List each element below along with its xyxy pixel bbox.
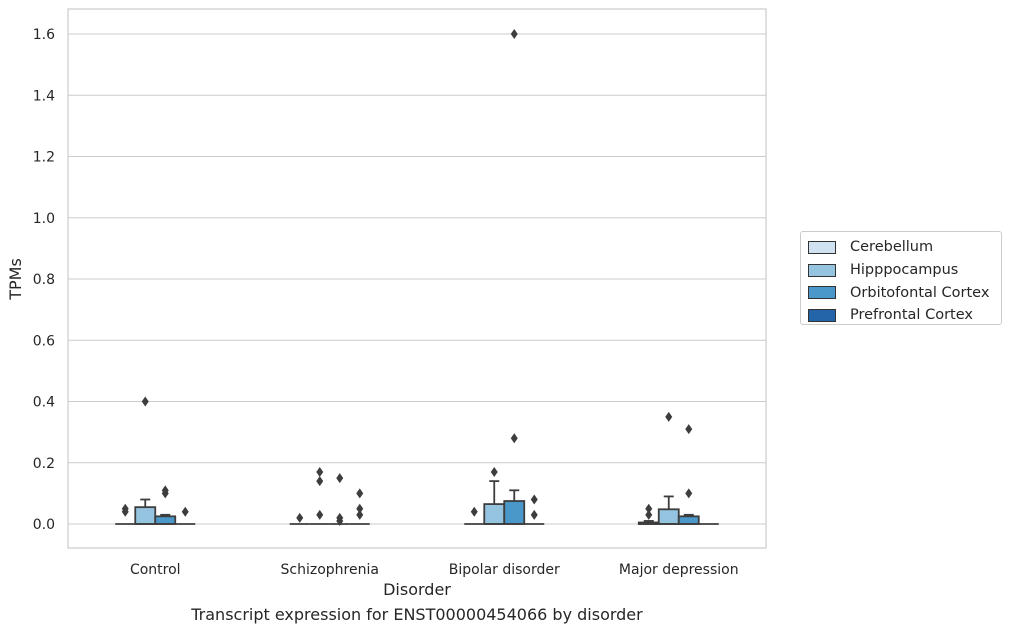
plot-area-frame (67, 8, 767, 549)
box (503, 500, 526, 525)
outlier-point (510, 29, 518, 39)
y-tick-label: 1.4 (33, 88, 55, 104)
box-group (677, 424, 700, 525)
box-group (175, 506, 196, 525)
legend-swatch-orbitofrontal-cortex (808, 286, 836, 300)
y-tick-label: 0.2 (33, 456, 55, 472)
legend-swatch-prefrontal-cortex (808, 308, 836, 322)
outlier-point (121, 503, 129, 514)
box-group (483, 466, 506, 525)
chart-legend: Cerebellum Hipppocampus Orbitofontal Cor… (800, 231, 1002, 325)
box (677, 515, 700, 525)
legend-label-prefrontal-cortex: Prefrontal Cortex (850, 307, 973, 324)
legend-swatch-hippocampus (808, 263, 836, 277)
legend-label-orbitofrontal-cortex: Orbitofontal Cortex (850, 284, 990, 301)
x-tick-label: Control (130, 562, 181, 578)
box-group (115, 503, 136, 525)
y-tick-label: 1.2 (33, 150, 55, 166)
y-tick-label: 0.6 (33, 333, 55, 349)
outlier-point (510, 433, 518, 444)
box-group (349, 488, 370, 525)
box-group (657, 411, 680, 525)
legend-item-orbitofrontal-cortex: Orbitofontal Cortex (808, 281, 1001, 304)
chart-caption: Transcript expression for ENST0000045406… (191, 605, 643, 624)
box (154, 515, 177, 525)
outlier-point (470, 506, 478, 517)
y-tick-label: 1.6 (33, 27, 55, 43)
outlier-point (336, 473, 344, 484)
outlier-point (685, 424, 693, 435)
outlier-point (356, 488, 364, 499)
outlier-point (356, 509, 364, 520)
outlier-point (490, 466, 498, 477)
y-tick-label: 0.8 (33, 272, 55, 288)
outlier-point (316, 509, 324, 520)
outlier-point (665, 411, 673, 422)
y-tick-label: 0.0 (33, 517, 55, 533)
outlier-point (181, 506, 189, 517)
box-group (289, 512, 310, 525)
x-tick-label: Schizophrenia (281, 562, 379, 578)
x-tick-label: Major depression (619, 562, 739, 578)
y-axis-label: TPMs (6, 258, 25, 301)
box (134, 506, 157, 525)
outlier-point (645, 509, 653, 520)
outlier-point (296, 512, 304, 523)
box-group (309, 466, 330, 525)
legend-label-cerebellum: Cerebellum (850, 239, 934, 256)
box (657, 508, 680, 525)
box-group (524, 494, 545, 525)
legend-item-hippocampus: Hipppocampus (808, 259, 1001, 282)
outlier-point (356, 503, 364, 514)
box-group (637, 503, 660, 525)
legend-item-prefrontal-cortex: Prefrontal Cortex (808, 304, 1001, 327)
box-series (115, 29, 719, 526)
outlier-point (336, 512, 344, 523)
box-group (329, 473, 350, 526)
outlier-point (530, 494, 538, 505)
outlier-point (685, 488, 693, 499)
box-group (134, 396, 157, 525)
outlier-point (316, 476, 324, 487)
y-tick-label: 1.0 (33, 211, 55, 227)
legend-label-hippocampus: Hipppocampus (850, 262, 959, 279)
legend-item-cerebellum: Cerebellum (808, 236, 1001, 259)
outlier-point (530, 509, 538, 520)
outlier-point (316, 466, 324, 477)
box-group (154, 485, 177, 525)
outlier-point (141, 396, 149, 407)
box-group (464, 506, 485, 525)
box (483, 503, 506, 525)
y-tick-label: 0.4 (33, 395, 55, 411)
box-group (503, 29, 526, 525)
outlier-point (161, 485, 169, 496)
y-tick-labels: 0.0 0.2 0.4 0.6 0.8 1.0 1.2 1.4 1.6 (33, 27, 55, 533)
x-tick-label: Bipolar disorder (449, 562, 560, 578)
x-axis-label: Disorder (383, 580, 451, 599)
x-tick-labels: Control Schizophrenia Bipolar disorder Majo… (130, 562, 739, 578)
grid-lines (68, 33, 766, 525)
legend-swatch-cerebellum (808, 240, 836, 254)
outlier-point (645, 503, 653, 514)
